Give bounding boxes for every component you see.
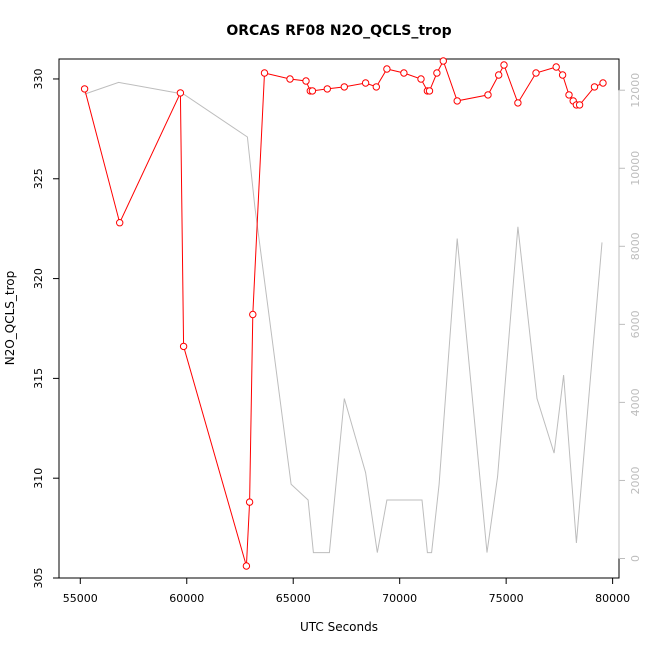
data-point [575, 101, 584, 109]
data-point [425, 87, 434, 95]
data-point [308, 87, 317, 95]
x-tick-label: 80000 [595, 592, 630, 605]
x-tick-label: 60000 [169, 592, 204, 605]
data-point [417, 75, 425, 83]
series-altitude-line [84, 81, 603, 554]
data-point [590, 83, 599, 91]
data-point [116, 219, 124, 227]
y2-tick-label: 8000 [629, 232, 642, 260]
x-tick-label: 75000 [489, 592, 524, 605]
y2-axis: 0 2000 4000 6000 8000 10000 12000 [618, 73, 642, 562]
y-axis: 305 310 315 320 325 330 [32, 68, 60, 589]
y2-tick-label: 12000 [629, 73, 642, 108]
plot-area [58, 58, 620, 579]
data-point [565, 91, 573, 99]
x-tick-label: 55000 [63, 592, 98, 605]
y-tick-label: 305 [32, 568, 45, 589]
series-n2o [80, 57, 607, 570]
data-point [249, 310, 257, 319]
data-point [433, 69, 441, 77]
data-point [179, 342, 188, 351]
y2-tick-label: 10000 [629, 151, 642, 186]
y2-tick-label: 4000 [629, 388, 642, 416]
series-n2o-line [84, 59, 604, 567]
data-point [361, 79, 370, 87]
y-tick-label: 330 [32, 68, 45, 89]
y2-tick-label: 6000 [629, 310, 642, 338]
data-point [558, 71, 567, 79]
data-point [242, 562, 251, 570]
data-point [599, 79, 607, 87]
chart-title: ORCAS RF08 N2O_QCLS_trop [226, 23, 451, 39]
data-point [552, 63, 560, 71]
y2-tick-label: 2000 [629, 466, 642, 494]
data-point [500, 61, 508, 69]
data-point [260, 69, 269, 77]
data-point [495, 71, 503, 79]
data-point [453, 97, 461, 105]
x-axis: 55000 60000 65000 70000 75000 80000 [63, 577, 630, 605]
y-axis-label: N2O_QCLS_trop [3, 271, 17, 366]
series-altitude [84, 81, 603, 554]
data-point [286, 75, 294, 83]
data-point [302, 77, 310, 85]
data-point [245, 498, 254, 506]
data-point [323, 85, 331, 93]
y2-tick-label: 0 [629, 555, 642, 562]
data-point [439, 57, 447, 65]
y-tick-label: 315 [32, 368, 45, 389]
data-point [340, 83, 348, 91]
y-tick-label: 320 [32, 268, 45, 289]
x-tick-label: 65000 [276, 592, 311, 605]
data-point [484, 91, 492, 99]
data-point [400, 69, 408, 77]
y-tick-label: 310 [32, 468, 45, 489]
data-point [372, 83, 380, 91]
data-point [383, 65, 391, 73]
data-point [532, 69, 540, 77]
data-point [176, 89, 185, 97]
x-tick-label: 70000 [382, 592, 417, 605]
data-point [514, 99, 522, 107]
x-axis-label: UTC Seconds [300, 620, 378, 634]
data-point [80, 85, 89, 93]
y-tick-label: 325 [32, 168, 45, 189]
